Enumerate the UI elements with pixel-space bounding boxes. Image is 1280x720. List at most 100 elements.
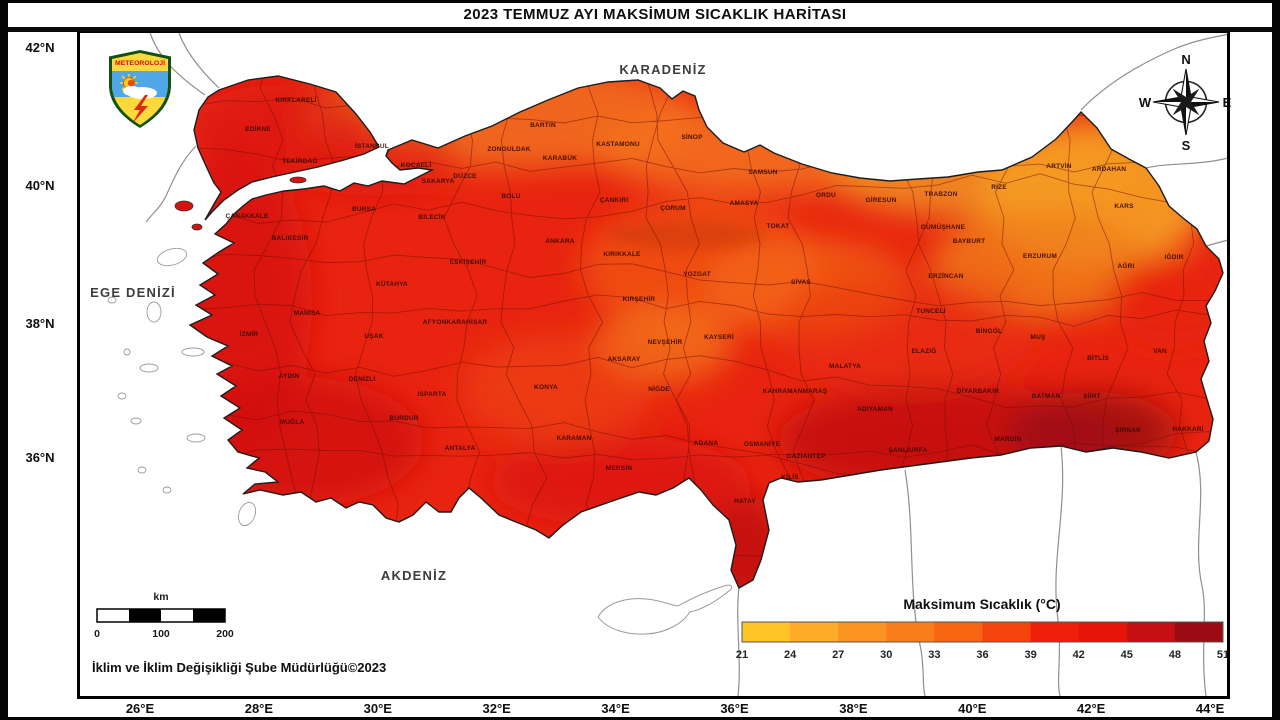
province-label: İZMİR [240,330,259,338]
province-label: ZONGULDAK [487,146,530,153]
province-label: KÜTAHYA [376,279,408,288]
latitude-labels: 42°N 40°N 38°N 36°N [25,40,54,465]
province-label: SAMSUN [748,169,777,176]
province-label: BİNGÖL [976,326,1002,335]
province-label: TOKAT [767,223,790,230]
province-label: MALATYA [829,363,861,370]
legend-tick-labels: 21 24 27 30 33 36 39 42 45 48 51 [736,649,1229,661]
province-label: ARTVİN [1046,162,1072,170]
province-label: KIRIKKALE [603,251,641,258]
legend-color-segment [982,622,1032,642]
turkish-islands [174,176,307,231]
province-label: ÇORUM [660,205,686,212]
province-label: GAZİANTEP [786,452,826,460]
legend-tick-label: 39 [1024,649,1036,661]
lon-label: 26°E [126,701,155,716]
province-label: DİYARBAKIR [957,387,999,395]
lat-label: 40°N [25,178,54,193]
legend-color-segment [742,622,791,642]
legend-title: Maksimum Sıcaklık (°C) [903,596,1060,612]
logo-text: METEOROLOJİ [115,60,165,67]
legend-tick-label: 36 [976,649,988,661]
province-label: IĞDIR [1164,252,1183,261]
lon-label: 28°E [245,701,274,716]
legend-tick-label: 27 [832,649,844,661]
compass-n-label: N [1181,52,1190,67]
province-label: HAKKARİ [1172,425,1203,433]
legend: Maksimum Sıcaklık (°C) 21 24 27 30 33 36 39 42 4… [736,596,1229,661]
province-label: KIRKLARELİ [275,96,316,104]
province-label: MERSİN [606,464,633,472]
legend-tick-label: 42 [1073,649,1085,661]
province-label: ERZİNCAN [928,272,963,280]
legend-tick-label: 24 [784,649,797,661]
title-rule [0,27,1280,32]
legend-color-segment [790,622,839,642]
province-label: SAKARYA [422,178,455,185]
province-label: TEKİRDAĞ [282,156,318,165]
aegean-islands [107,247,257,527]
province-label: ŞIRNAK [1115,427,1141,434]
anatolia-outline [188,79,1224,589]
province-label: DÜZCE [453,171,477,180]
lat-label: 38°N [25,316,54,331]
province-label: GİRESUN [865,196,896,204]
province-label: BİTLİS [1087,354,1109,362]
province-label: ADIYAMAN [857,406,893,413]
province-label: SİNOP [681,133,703,141]
province-label: MANİSA [294,309,321,317]
compass-w-label: W [1139,95,1152,110]
province-label: MARDİN [994,435,1021,443]
legend-tick-label: 30 [880,649,892,661]
province-label: ARDAHAN [1092,166,1126,173]
province-label: ISPARTA [418,391,447,398]
province-label: ANTALYA [445,445,476,452]
legend-color-segment [1174,622,1224,642]
province-label: ÇANKIRI [600,197,628,204]
scale-bar-labels: 0 100 200 [94,628,234,640]
province-label: AFYONKARAHİSAR [423,318,488,326]
sea-label-black-sea: KARADENİZ [619,62,706,77]
province-label: KİLİS [781,473,799,481]
province-label: RİZE [991,183,1007,191]
lat-label: 36°N [25,450,54,465]
legend-tick-label: 51 [1217,649,1229,661]
province-label: İSTANBUL [355,142,389,150]
lon-label: 34°E [601,701,630,716]
province-label: EDİRNE [245,125,271,133]
province-label: TUNCELİ [916,307,946,315]
watermark-smudge [610,222,766,250]
province-label: MUŞ [1030,334,1046,341]
lon-label: 40°E [958,701,987,716]
province-label: BURSA [352,206,376,213]
lon-label: 36°E [720,701,749,716]
province-label: VAN [1153,348,1167,355]
province-label: ANKARA [545,238,574,245]
province-borders [190,76,1217,588]
lat-label: 42°N [25,40,54,55]
province-label: NEVŞEHİR [648,338,683,346]
scale-bar-label: 0 [94,628,100,640]
province-label: KAHRAMANMARAŞ [763,388,828,395]
province-label: UŞAK [364,333,383,340]
province-label: BARTIN [530,122,556,129]
legend-color-segment [1126,622,1176,642]
province-label: SİİRT [1083,392,1101,400]
lon-label: 38°E [839,701,868,716]
province-label: YOZGAT [683,271,711,278]
scale-bar-label: 100 [152,628,170,640]
legend-color-segment [1078,622,1128,642]
legend-tick-label: 45 [1121,649,1133,661]
province-label: BAYBURT [953,238,986,245]
lon-label: 32°E [483,701,512,716]
page-title: 2023 TEMMUZ AYI MAKSİMUM SICAKLIK HARİTA… [464,6,847,23]
legend-tick-label: 21 [736,649,748,661]
province-label: BİLECİK [418,213,446,221]
province-label: ORDU [816,192,836,199]
legend-color-segment [886,622,935,642]
legend-color-segment [1030,622,1080,642]
province-label: ÇANAKKALE [226,213,269,220]
longitude-labels: 26°E 28°E 30°E 32°E 34°E 36°E 38°E 40°E 42°E 44°E [126,701,1225,716]
compass-s-label: S [1182,138,1191,153]
